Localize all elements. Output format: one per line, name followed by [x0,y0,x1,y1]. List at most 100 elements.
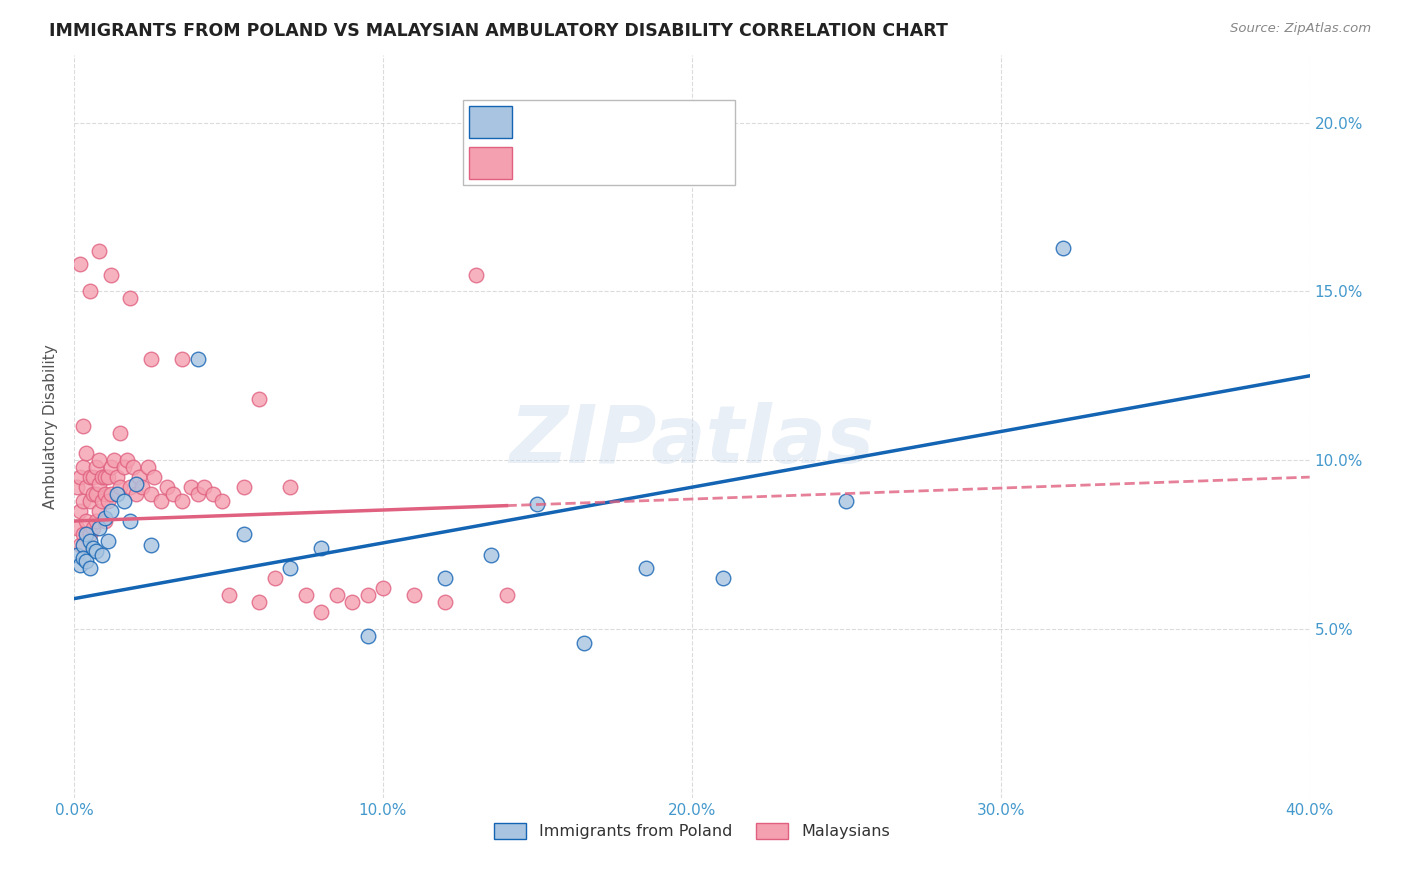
Point [94,514,117,528]
Point [526,497,548,511]
Point [87,453,110,467]
Point [87,521,110,535]
Point [263,571,285,585]
Point [110,426,132,441]
Point [309,541,332,555]
Point [325,588,347,602]
Point [72,527,94,541]
Point [187,351,209,366]
Point [193,480,215,494]
Point [141,351,163,366]
Point [94,487,117,501]
Point [711,571,734,585]
Point [69,558,91,572]
Point [218,588,240,602]
Point [84,544,107,558]
Point [103,453,125,467]
Point [84,487,107,501]
Point [79,527,101,541]
Point [90,470,112,484]
Point [141,487,163,501]
Point [112,460,135,475]
Point [340,595,363,609]
Point [90,493,112,508]
Point [72,460,94,475]
Point [105,470,128,484]
Point [118,480,141,494]
Point [79,493,101,508]
Point [82,470,104,484]
Point [118,514,141,528]
Point [278,561,301,575]
Point [69,470,91,484]
Point [84,514,107,528]
Point [249,392,271,407]
Point [294,588,316,602]
Point [66,548,89,562]
Point [136,460,159,475]
Point [72,419,94,434]
Point [128,470,150,484]
Point [162,487,184,501]
Point [121,460,143,475]
Text: Source: ZipAtlas.com: Source: ZipAtlas.com [1230,22,1371,36]
Point [143,470,166,484]
Point [94,470,117,484]
Point [97,470,120,484]
Legend: Immigrants from Poland, Malaysians: Immigrants from Poland, Malaysians [488,816,896,846]
Point [278,480,301,494]
Point [202,487,225,501]
Point [69,257,91,271]
Point [75,480,97,494]
Point [233,527,256,541]
Point [110,480,132,494]
Point [100,504,122,518]
Point [356,588,378,602]
Point [495,588,517,602]
Point [1052,241,1074,255]
Point [572,635,595,649]
Point [105,487,128,501]
Point [141,538,163,552]
Point [75,514,97,528]
Point [87,244,110,258]
Point [433,595,456,609]
Point [634,561,657,575]
Point [87,476,110,491]
Point [79,285,101,299]
Point [82,521,104,535]
Point [249,595,271,609]
Point [100,460,122,475]
Point [233,480,256,494]
Point [72,551,94,566]
Point [835,493,858,508]
Point [125,487,148,501]
Point [97,493,120,508]
Point [66,521,89,535]
Point [82,541,104,555]
Point [75,554,97,568]
Point [371,582,394,596]
Point [90,548,112,562]
Point [131,480,153,494]
Point [125,476,148,491]
Point [187,487,209,501]
Point [94,510,117,524]
Point [100,487,122,501]
Point [156,480,179,494]
Point [464,268,486,282]
Point [66,480,89,494]
Point [79,470,101,484]
Text: ZIPatlas: ZIPatlas [509,402,875,480]
Point [309,605,332,619]
Point [112,493,135,508]
Point [84,460,107,475]
Point [79,534,101,549]
Point [115,453,138,467]
Point [69,504,91,518]
Point [356,629,378,643]
Point [172,493,194,508]
Point [149,493,172,508]
Y-axis label: Ambulatory Disability: Ambulatory Disability [44,344,58,508]
Point [75,446,97,460]
